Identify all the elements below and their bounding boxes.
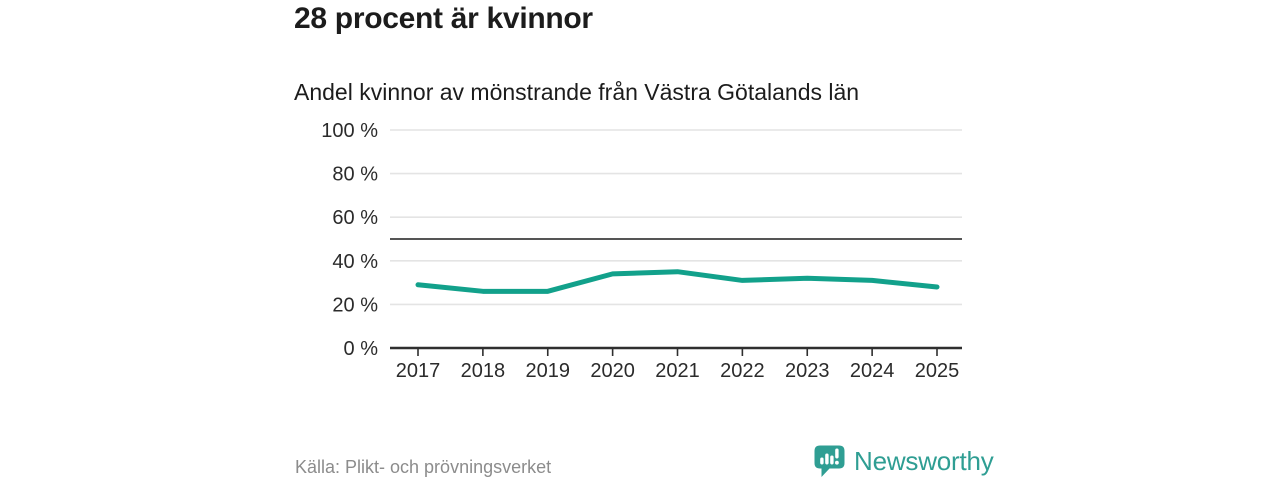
y-tick-label: 0 % [344,338,379,360]
newsworthy-logo-text: Newsworthy [854,446,994,476]
y-tick-label: 80 % [332,164,378,186]
source-text: Källa: Plikt- och prövningsverket [295,457,552,477]
y-tick-label: 100 % [321,120,378,142]
y-tick-label: 40 % [332,251,378,273]
data-line [415,269,940,294]
y-tick-label: 20 % [332,294,378,316]
newsworthy-chart-bubble-icon [813,444,846,479]
newsworthy-logo: Newsworthy [813,444,994,479]
x-tick-label: 2020 [590,360,635,382]
x-tick-label: 2024 [850,360,895,382]
chart-title: 28 procent är kvinnor [294,2,593,35]
x-tick-label: 2023 [785,360,830,382]
x-tick-label: 2022 [720,360,765,382]
x-tick-label: 2018 [461,360,506,382]
x-tick-label: 2025 [915,360,960,382]
y-tick-label: 60 % [332,207,378,229]
chart-subtitle: Andel kvinnor av mönstrande från Västra … [294,79,860,105]
x-tick-label: 2017 [396,360,441,382]
x-tick-label: 2021 [655,360,700,382]
x-tick-label: 2019 [526,360,571,382]
line-chart: 0 % 20 % 40 % 60 % 80 % 100 % 2017 2018 2019 2020… [321,120,962,382]
